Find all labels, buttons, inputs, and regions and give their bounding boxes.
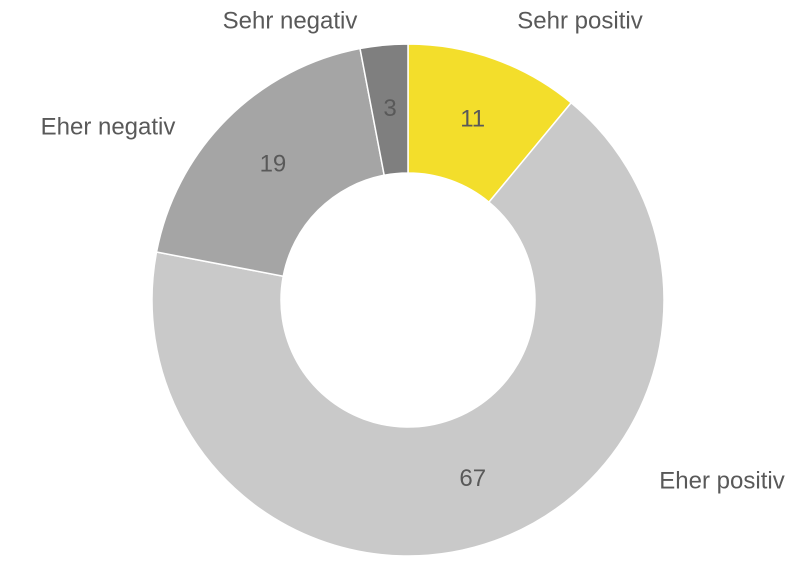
slice [155, 47, 386, 278]
slice [151, 101, 665, 557]
category-label: Sehr negativ [223, 7, 358, 34]
value-label: 3 [383, 95, 396, 122]
value-label: 19 [260, 150, 287, 177]
category-label: Eher negativ [41, 113, 176, 140]
slice [359, 43, 409, 177]
category-label: Eher positiv [659, 467, 784, 494]
value-label: 11 [460, 106, 485, 133]
value-label: 67 [459, 465, 486, 492]
category-label: Sehr positiv [517, 7, 642, 34]
